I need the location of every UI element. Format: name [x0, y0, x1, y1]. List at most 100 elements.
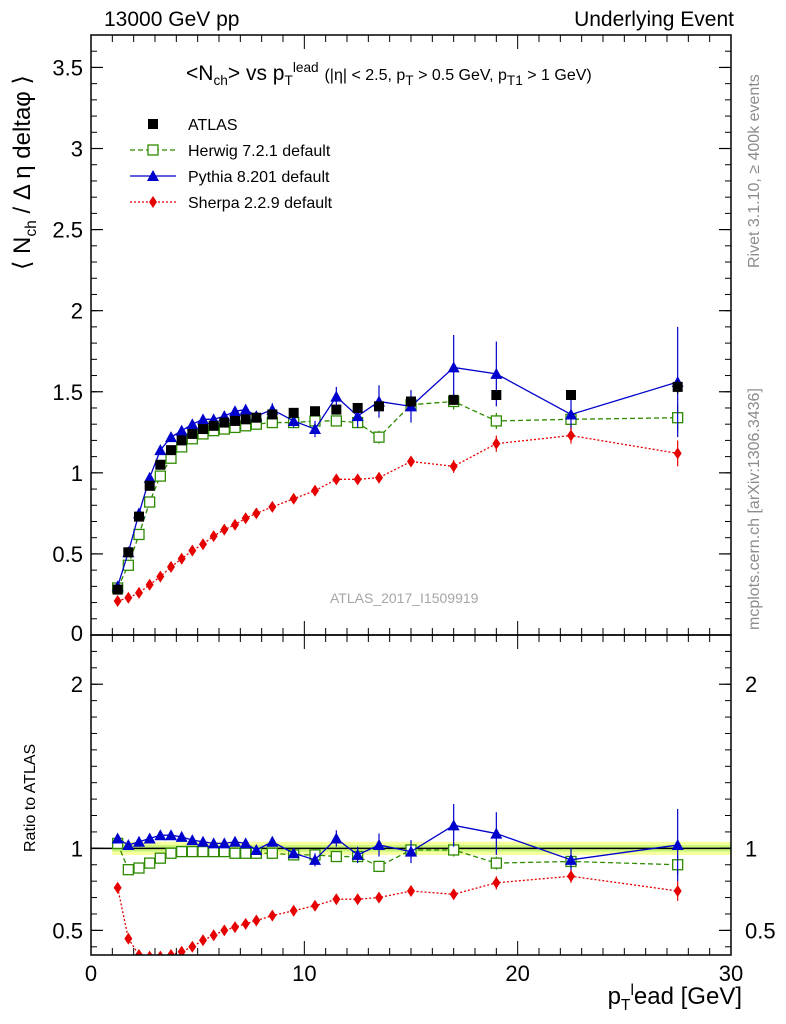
x-tick-label: 0 — [85, 961, 97, 986]
data-point — [113, 594, 122, 607]
title-main-sub2: T — [284, 73, 293, 89]
data-point — [449, 460, 458, 473]
data-point — [252, 914, 261, 927]
data-point — [375, 471, 383, 484]
data-point — [289, 904, 298, 917]
data-point — [268, 909, 277, 922]
data-point — [176, 845, 188, 858]
data-point — [407, 455, 415, 468]
data-point — [492, 876, 501, 889]
data-point — [240, 847, 252, 859]
data-point — [186, 845, 198, 858]
y-label-b: / Δ η deltaφ ⟩ — [9, 75, 36, 214]
data-point — [144, 496, 156, 508]
legend: ATLAS Herwig 7.2.1 default Pythia 8.201 de… — [130, 117, 333, 212]
rivet-label: Rivet 3.1.10, ≥ 400k events — [746, 74, 763, 268]
series-pythia-8-201-default — [111, 804, 684, 882]
title-cuts-sub2: T1 — [506, 73, 523, 89]
data-point — [143, 832, 156, 844]
data-point — [373, 839, 385, 851]
data-point — [209, 929, 218, 942]
data-point — [332, 473, 341, 486]
y-tick-label: 0.5 — [52, 542, 83, 567]
legend-marker — [149, 196, 157, 208]
y-tick-label: 2 — [71, 672, 83, 697]
data-point — [565, 853, 577, 865]
data-point — [566, 390, 576, 400]
data-point — [311, 484, 319, 497]
data-point — [252, 507, 261, 520]
data-point — [122, 559, 134, 571]
data-point — [157, 950, 164, 955]
main-y-axis-label: ⟨ Nch / Δ η deltaφ ⟩ — [8, 75, 41, 270]
data-point — [154, 829, 167, 841]
data-point — [133, 835, 145, 847]
data-point — [177, 552, 186, 565]
data-point — [146, 950, 153, 955]
data-point — [231, 921, 239, 934]
data-point — [166, 445, 176, 456]
data-point — [490, 857, 502, 869]
data-point — [144, 857, 156, 869]
data-point — [230, 415, 240, 426]
legend-label: Pythia 8.201 default — [188, 169, 330, 186]
plot-frame — [90, 34, 732, 636]
data-point — [240, 414, 251, 425]
data-point — [241, 512, 250, 525]
data-point — [241, 917, 250, 930]
data-point — [220, 924, 229, 937]
data-point — [239, 837, 252, 849]
data-point — [375, 891, 383, 904]
data-point — [207, 837, 220, 849]
y-tick-label: 2.5 — [52, 218, 83, 243]
title-cuts-suffix: > 1 GeV) — [522, 67, 592, 84]
plot-frame — [90, 634, 732, 956]
data-point — [176, 435, 187, 446]
data-point — [112, 584, 123, 595]
data-point — [186, 834, 199, 846]
data-point — [165, 829, 177, 841]
ratio-y-axis-label: Ratio to ATLAS — [22, 743, 39, 852]
title-main-sub: ch — [213, 73, 228, 89]
y-tick-label-right: 0.5 — [745, 918, 776, 943]
data-point — [135, 586, 143, 599]
data-point — [177, 945, 186, 955]
series-atlas — [112, 380, 683, 595]
data-point — [309, 423, 321, 435]
legend-item: Herwig 7.2.1 default — [130, 143, 331, 160]
series-sherpa-2-2-9-default — [113, 427, 682, 607]
data-point — [186, 418, 199, 430]
data-point — [154, 470, 166, 482]
data-point — [250, 843, 263, 855]
y-tick-label: 0.5 — [52, 918, 83, 943]
x-label-a: p — [607, 983, 621, 1010]
data-point — [352, 402, 363, 413]
data-point — [219, 417, 230, 428]
data-point — [113, 881, 122, 894]
x-tick-label: 20 — [505, 961, 529, 986]
data-point — [673, 885, 682, 897]
legend-label: Herwig 7.2.1 default — [188, 143, 331, 160]
data-point — [122, 839, 135, 851]
data-point — [268, 500, 277, 513]
x-label-b: ead [GeV] — [633, 983, 742, 1010]
header-right: Underlying Event — [574, 8, 734, 31]
data-point — [490, 415, 502, 427]
data-point — [229, 847, 241, 859]
data-point — [199, 538, 207, 551]
data-point — [447, 361, 460, 373]
legend-item: Pythia 8.201 default — [130, 169, 330, 186]
data-point — [154, 444, 167, 456]
data-point — [449, 888, 458, 901]
data-point — [353, 893, 362, 906]
data-point — [374, 401, 384, 412]
data-point — [199, 934, 207, 947]
data-point — [266, 835, 279, 847]
legend-label: ATLAS — [188, 117, 238, 134]
data-point — [331, 404, 342, 415]
data-point — [330, 390, 343, 402]
x-label-sup: l — [630, 982, 634, 999]
title-cuts-mid: > 0.5 GeV, p — [413, 67, 507, 84]
data-point — [239, 403, 252, 415]
y-tick-label: 1.5 — [52, 380, 83, 405]
